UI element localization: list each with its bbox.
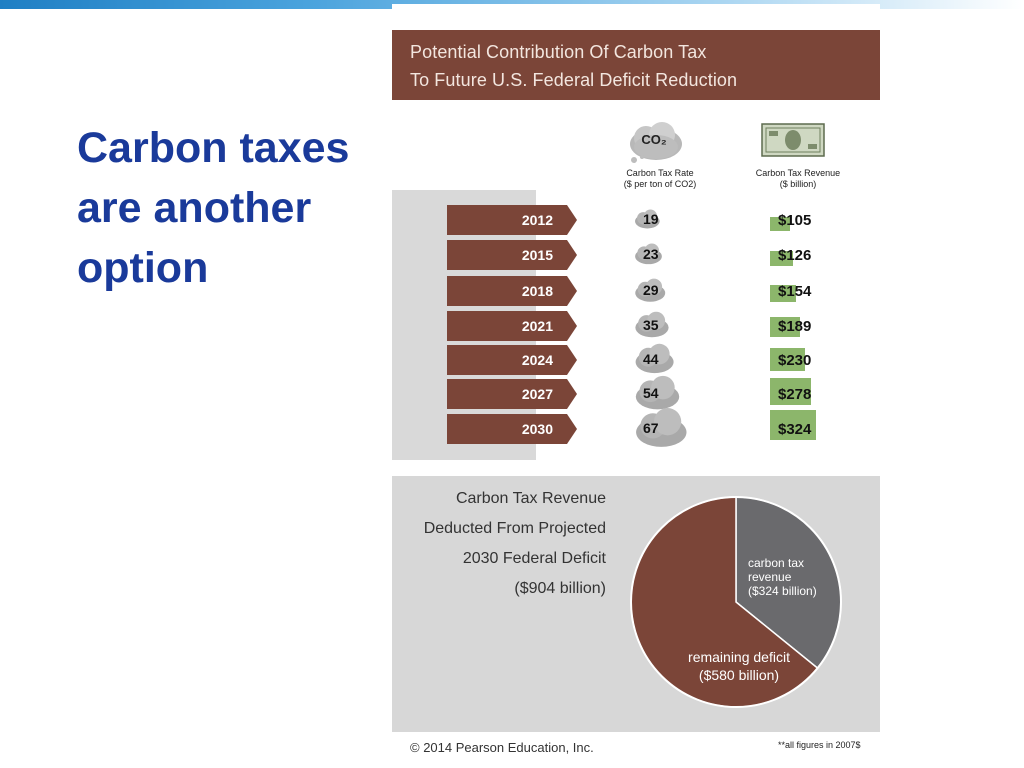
year-arrow: 2012	[447, 205, 577, 235]
year-label: 2021	[521, 318, 553, 334]
year-arrow: 2021	[447, 311, 577, 341]
year-arrow: 2015	[447, 240, 577, 270]
year-label: 2027	[521, 386, 553, 402]
pie-caption-line: Deducted From Projected	[423, 520, 606, 537]
rate-column-title: Carbon Tax Rate	[626, 168, 694, 178]
rate-value: 23	[643, 246, 659, 262]
pie-label-line: ($580 billion)	[698, 667, 780, 683]
deficit-pie-chart	[630, 496, 842, 708]
pie-caption-line: ($904 billion)	[514, 580, 606, 597]
pie-label-line: revenue	[748, 570, 792, 584]
revenue-value: $324	[778, 421, 812, 438]
year-arrow: 2027	[447, 379, 577, 409]
rate-cloud-mark	[634, 311, 670, 344]
year-arrow: 2024	[447, 345, 577, 375]
year-arrow: 2030	[447, 414, 577, 444]
revenue-value: $230	[778, 352, 812, 369]
revenue-column-unit: ($ billion)	[779, 179, 817, 189]
header-line-1: Potential Contribution Of Carbon Tax	[410, 42, 707, 62]
pie-label-line: carbon tax	[748, 556, 805, 570]
revenue-value: $189	[778, 318, 812, 335]
pie-label-carbon-tax-revenue: carbon tax revenue ($324 billion)	[748, 556, 817, 598]
rate-value: 67	[643, 420, 659, 436]
rate-cloud-mark	[634, 243, 663, 270]
year-label: 2012	[521, 212, 553, 228]
pie-caption-line: 2030 Federal Deficit	[462, 550, 606, 567]
revenue-column-title: Carbon Tax Revenue	[755, 168, 841, 178]
revenue-value: $126	[778, 247, 812, 264]
rate-cloud-mark	[634, 343, 675, 380]
slide-title: Carbon taxes are another option	[77, 124, 350, 292]
revenue-bar-mark	[770, 347, 805, 371]
revenue-bar-mark	[770, 378, 811, 405]
revenue-value: $154	[778, 283, 812, 300]
year-label: 2030	[521, 421, 553, 437]
rate-value: 29	[643, 282, 659, 298]
rate-cloud-mark	[634, 278, 666, 308]
revenue-bar-mark	[770, 317, 801, 337]
pie-label-line: remaining deficit	[688, 649, 790, 665]
year-label: 2024	[521, 352, 553, 368]
revenue-column-header: Carbon Tax Revenue ($ billion)	[740, 168, 856, 190]
dollar-bill-icon	[760, 122, 826, 158]
year-label: 2018	[521, 283, 553, 299]
revenue-bar-mark	[770, 217, 791, 231]
footnote: **all figures in 2007$	[778, 740, 861, 750]
rate-value: 35	[643, 317, 659, 333]
pie-caption-line: Carbon Tax Revenue	[455, 490, 606, 507]
revenue-bar-mark	[770, 284, 797, 302]
revenue-bar-mark	[770, 410, 816, 440]
revenue-value: $278	[778, 386, 812, 403]
year-arrow: 2018	[447, 276, 577, 306]
rate-value: 44	[643, 351, 659, 367]
rate-cloud-mark	[634, 209, 661, 235]
pie-label-line: ($324 billion)	[748, 584, 817, 598]
co2-cloud-icon: CO₂	[626, 122, 686, 164]
rate-column-header: Carbon Tax Rate ($ per ton of CO2)	[602, 168, 718, 190]
year-label: 2015	[521, 247, 553, 263]
rate-cloud-mark	[634, 375, 681, 416]
rate-value: 19	[643, 211, 659, 227]
pie-outline	[630, 496, 842, 708]
rate-cloud-mark	[634, 407, 689, 454]
infographic-header: Potential Contribution Of Carbon Tax To …	[392, 30, 880, 100]
revenue-value: $105	[778, 212, 812, 229]
revenue-bar-mark	[770, 250, 793, 266]
copyright-text: © 2014 Pearson Education, Inc.	[410, 740, 594, 755]
rate-column-unit: ($ per ton of CO2)	[623, 179, 697, 189]
header-line-2: To Future U.S. Federal Deficit Reduction	[410, 70, 738, 90]
co2-label: CO₂	[641, 132, 667, 147]
pie-label-remaining-deficit: remaining deficit ($580 billion)	[664, 648, 814, 684]
rate-value: 54	[643, 385, 659, 401]
